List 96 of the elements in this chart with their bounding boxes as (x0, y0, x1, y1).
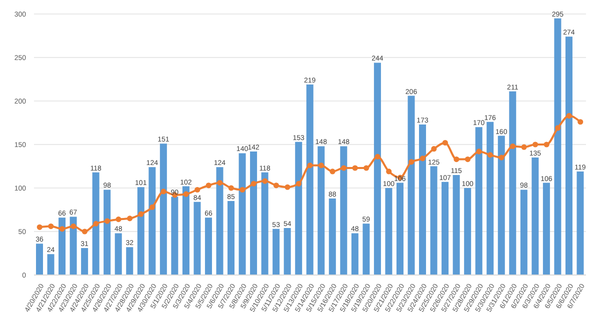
point (566, 112, 572, 119)
bar (554, 18, 562, 275)
point (487, 152, 494, 158)
point (510, 143, 516, 150)
bar (419, 124, 426, 275)
bar (362, 224, 370, 275)
point (454, 156, 460, 162)
bar (565, 36, 572, 275)
bar (81, 248, 88, 275)
point (544, 142, 550, 148)
bar (238, 153, 246, 275)
point (149, 204, 156, 210)
point (217, 180, 223, 186)
bar (216, 167, 224, 275)
point (59, 226, 65, 232)
bar (171, 196, 178, 275)
bar (137, 187, 144, 275)
point (431, 146, 437, 152)
bar (114, 233, 122, 275)
bar (442, 182, 449, 275)
bar (328, 198, 336, 275)
point (250, 180, 256, 186)
point (48, 223, 54, 230)
point (194, 186, 200, 193)
bar (509, 91, 516, 275)
point (340, 165, 347, 171)
point (442, 140, 448, 146)
bar (306, 84, 314, 275)
point (476, 148, 482, 154)
bar (374, 62, 381, 275)
bar (532, 158, 539, 275)
bar (396, 182, 404, 275)
point (284, 184, 290, 190)
point (183, 191, 189, 197)
point (228, 185, 234, 191)
point (555, 125, 561, 131)
bar (576, 171, 584, 275)
bar (520, 190, 528, 275)
bar (47, 254, 54, 275)
bar (204, 218, 212, 275)
bar (340, 146, 348, 275)
point (206, 182, 212, 188)
bar (92, 172, 100, 275)
bar (250, 151, 258, 275)
point (160, 188, 166, 194)
point (352, 165, 358, 171)
point (578, 119, 584, 125)
bar (58, 218, 66, 275)
point (498, 154, 504, 160)
point (296, 180, 302, 186)
point (330, 168, 336, 174)
point (70, 223, 76, 230)
point (82, 228, 88, 234)
bar (498, 136, 505, 275)
bar (194, 202, 201, 275)
bar (542, 182, 550, 275)
bar (272, 228, 280, 275)
bar (261, 172, 268, 275)
point (364, 165, 370, 171)
bar (318, 146, 325, 275)
bar (126, 247, 134, 275)
bar (452, 174, 460, 275)
point (464, 156, 471, 162)
point (138, 211, 144, 217)
bar (228, 201, 235, 275)
bar (475, 127, 482, 275)
point (521, 144, 527, 150)
point (240, 186, 246, 193)
bar (351, 233, 358, 275)
point (532, 142, 538, 148)
point (104, 218, 110, 224)
bar (160, 144, 167, 275)
point (307, 162, 313, 168)
point (262, 178, 268, 184)
bar (464, 188, 472, 275)
point (386, 168, 392, 174)
point (273, 182, 280, 188)
point (116, 216, 122, 222)
point (93, 220, 99, 226)
bar (295, 142, 302, 275)
point (126, 216, 133, 222)
bar (104, 190, 111, 275)
point (408, 159, 414, 165)
point (318, 162, 324, 168)
bar (182, 186, 190, 275)
bar (430, 166, 438, 275)
bar (408, 96, 415, 275)
bar (148, 167, 156, 275)
point (36, 224, 42, 230)
bar (70, 216, 77, 275)
bar (284, 228, 291, 275)
bar (36, 244, 43, 275)
point (420, 156, 426, 162)
point (374, 154, 380, 160)
bar (385, 188, 392, 275)
bar (486, 122, 494, 275)
